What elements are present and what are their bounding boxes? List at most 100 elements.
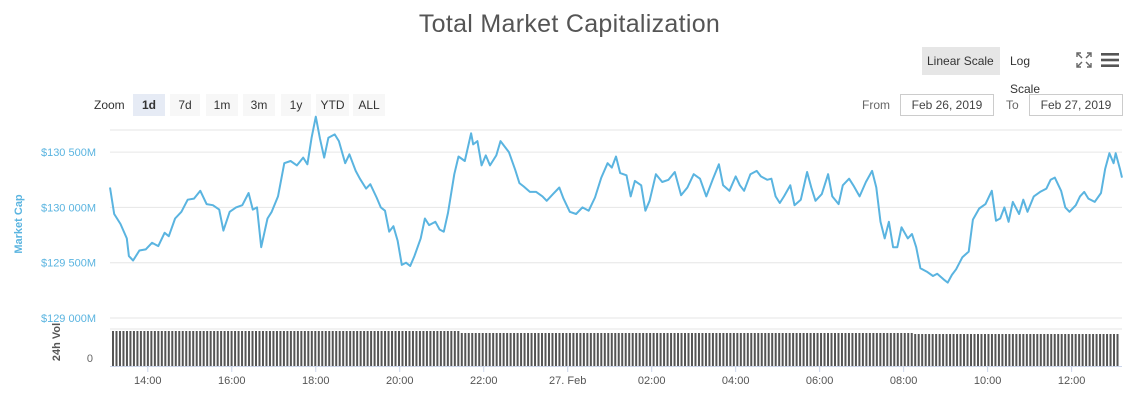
volume-bar bbox=[331, 331, 334, 366]
volume-bar bbox=[404, 331, 407, 366]
volume-bar bbox=[227, 331, 230, 366]
zoom-button-ytd[interactable]: YTD bbox=[316, 94, 349, 116]
volume-bar bbox=[1032, 334, 1035, 366]
volume-bar bbox=[865, 333, 868, 366]
x-tick-label: 18:00 bbox=[302, 375, 330, 387]
volume-bar bbox=[970, 334, 973, 366]
volume-bar bbox=[1039, 334, 1042, 366]
volume-bar bbox=[1106, 334, 1109, 366]
volume-bar bbox=[638, 333, 641, 366]
volume-bar bbox=[956, 334, 959, 366]
volume-bar bbox=[966, 334, 969, 366]
volume-bar bbox=[767, 333, 770, 366]
menu-icon[interactable] bbox=[1101, 53, 1119, 67]
zoom-button-all[interactable]: ALL bbox=[353, 94, 385, 116]
volume-bar bbox=[282, 331, 285, 366]
zoom-button-1y[interactable]: 1y bbox=[281, 94, 311, 116]
volume-bar bbox=[377, 331, 380, 366]
from-date-input[interactable]: Feb 26, 2019 bbox=[900, 94, 994, 116]
volume-bar bbox=[471, 333, 474, 366]
from-label: From bbox=[862, 98, 890, 112]
volume-bar bbox=[125, 331, 128, 366]
to-date-input[interactable]: Feb 27, 2019 bbox=[1029, 94, 1123, 116]
volume-bar bbox=[115, 331, 118, 366]
volume-bar bbox=[596, 333, 599, 366]
volume-bar bbox=[666, 333, 669, 366]
volume-bar bbox=[628, 333, 631, 366]
volume-bar bbox=[963, 334, 966, 366]
x-tick-label: 06:00 bbox=[806, 375, 834, 387]
volume-bar bbox=[1046, 334, 1049, 366]
volume-bar bbox=[537, 333, 540, 366]
volume-bar bbox=[847, 333, 850, 366]
volume-bar bbox=[771, 333, 774, 366]
volume-bar bbox=[617, 333, 620, 366]
volume-bar bbox=[495, 333, 498, 366]
volume-bar bbox=[446, 331, 449, 366]
volume-bar bbox=[792, 333, 795, 366]
volume-bar bbox=[443, 331, 446, 366]
volume-bar bbox=[199, 331, 202, 366]
volume-bar bbox=[1015, 334, 1018, 366]
linear-scale-button[interactable]: Linear Scale bbox=[922, 47, 1000, 75]
volume-bar bbox=[272, 331, 275, 366]
volume-bar bbox=[300, 331, 303, 366]
volume-bar bbox=[328, 331, 331, 366]
volume-bar bbox=[310, 331, 313, 366]
volume-bar bbox=[1060, 334, 1063, 366]
zoom-button-1m[interactable]: 1m bbox=[206, 94, 238, 116]
y-tick-label: $129 000M bbox=[41, 313, 96, 325]
volume-bar bbox=[736, 333, 739, 366]
volume-bar bbox=[718, 333, 721, 366]
volume-bar bbox=[411, 331, 414, 366]
volume-bar bbox=[670, 333, 673, 366]
volume-bar bbox=[565, 333, 568, 366]
volume-bar bbox=[352, 331, 355, 366]
volume-bar bbox=[875, 333, 878, 366]
volume-bar bbox=[575, 333, 578, 366]
volume-bar bbox=[387, 331, 390, 366]
volume-bar bbox=[516, 333, 519, 366]
volume-bar bbox=[474, 333, 477, 366]
zoom-button-1d[interactable]: 1d bbox=[133, 94, 165, 116]
volume-bar bbox=[230, 331, 233, 366]
volume-bar bbox=[509, 333, 512, 366]
log-scale-button[interactable]: Log Scale bbox=[1010, 54, 1041, 96]
volume-bar bbox=[453, 331, 456, 366]
volume-bar bbox=[589, 333, 592, 366]
volume-bar bbox=[216, 331, 219, 366]
volume-bar bbox=[729, 333, 732, 366]
volume-bar bbox=[153, 331, 156, 366]
fullscreen-icon[interactable] bbox=[1076, 52, 1092, 68]
volume-bar bbox=[293, 331, 296, 366]
volume-bar bbox=[384, 331, 387, 366]
volume-bar bbox=[813, 333, 816, 366]
volume-bar bbox=[802, 333, 805, 366]
zoom-button-7d[interactable]: 7d bbox=[170, 94, 200, 116]
volume-bar bbox=[750, 333, 753, 366]
volume-bar bbox=[990, 334, 993, 366]
volume-bar bbox=[164, 331, 167, 366]
volume-bar bbox=[488, 333, 491, 366]
volume-bar bbox=[708, 333, 711, 366]
volume-bar bbox=[436, 331, 439, 366]
volume-bar bbox=[370, 331, 373, 366]
volume-bar bbox=[610, 333, 613, 366]
volume-bar bbox=[840, 333, 843, 366]
volume-bar bbox=[942, 334, 945, 366]
y-tick-label: $130 000M bbox=[41, 202, 96, 214]
volume-bar bbox=[1057, 334, 1060, 366]
volume-bar bbox=[520, 333, 523, 366]
volume-bar bbox=[150, 331, 153, 366]
volume-bar bbox=[160, 331, 163, 366]
volume-bar bbox=[220, 331, 223, 366]
volume-bar bbox=[701, 333, 704, 366]
volume-bar bbox=[1050, 334, 1053, 366]
zoom-button-3m[interactable]: 3m bbox=[243, 94, 275, 116]
volume-bar bbox=[833, 333, 836, 366]
volume-bar bbox=[809, 333, 812, 366]
volume-bar bbox=[213, 331, 216, 366]
volume-bar bbox=[983, 334, 986, 366]
volume-bar bbox=[921, 334, 924, 366]
volume-bar bbox=[314, 331, 317, 366]
